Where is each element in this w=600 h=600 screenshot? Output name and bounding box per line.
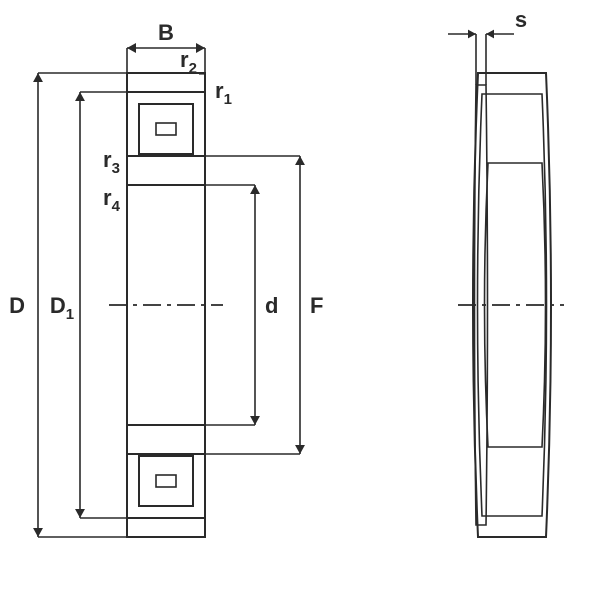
dim-label: d: [265, 293, 278, 318]
dim-label: D: [9, 293, 25, 318]
dim-label: r3: [103, 147, 120, 177]
dim-label: r4: [103, 185, 121, 215]
dim-label: s: [515, 7, 527, 32]
dim-label: F: [310, 293, 323, 318]
dim-label: r1: [215, 78, 232, 108]
dim-label: D1: [50, 293, 74, 323]
dim-label: B: [158, 20, 174, 45]
bearing-diagram: DD1dFBsr1r2r3r4: [0, 0, 600, 600]
